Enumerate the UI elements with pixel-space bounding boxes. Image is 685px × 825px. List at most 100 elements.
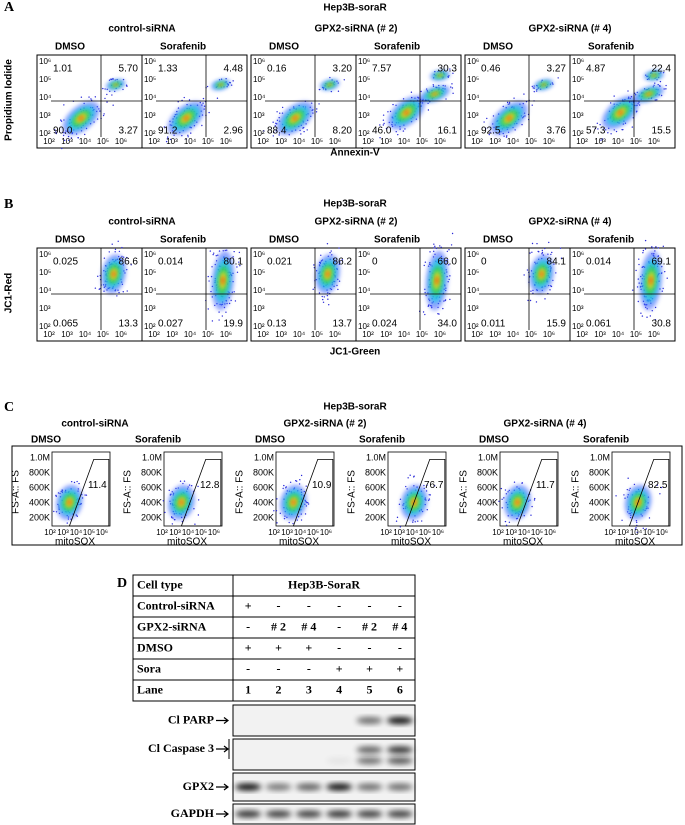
event-dot xyxy=(341,259,344,261)
event-dot xyxy=(597,128,599,130)
table-cell: Hep3B-SoraR xyxy=(288,577,360,591)
y-axis-label: FS-A:: FS xyxy=(11,470,22,514)
event-dot xyxy=(449,275,451,277)
event-dot xyxy=(285,486,287,488)
event-dot xyxy=(276,119,279,122)
event-dot xyxy=(541,249,544,252)
event-dot xyxy=(278,134,280,136)
table-cell: - xyxy=(337,598,341,612)
table-cell: + xyxy=(305,640,312,654)
y-axis-label: FS-A:: FS xyxy=(347,470,358,514)
band xyxy=(386,746,413,754)
event-dot xyxy=(304,513,307,515)
x-tick-label: 10³ xyxy=(617,528,629,537)
y-tick-label: 10³ xyxy=(253,111,265,120)
scatter xyxy=(631,239,668,321)
event-dot xyxy=(61,147,63,150)
event-dot xyxy=(103,113,105,115)
quadrant-value: 13.3 xyxy=(119,319,139,330)
event-dot xyxy=(657,83,659,86)
event-dot xyxy=(448,278,450,281)
gate-value: 76.7 xyxy=(424,480,444,491)
event-dot xyxy=(234,300,237,302)
quadrant-value: 5.70 xyxy=(119,64,139,75)
event-dot xyxy=(424,288,426,291)
quadrant-value: 1.33 xyxy=(158,64,178,75)
x-tick-label: 10⁵ xyxy=(419,528,431,537)
event-dot xyxy=(535,301,538,303)
event-dot xyxy=(615,130,618,133)
event-dot xyxy=(425,490,428,492)
event-dot xyxy=(323,296,325,298)
event-dot xyxy=(428,498,431,500)
band xyxy=(356,783,383,791)
event-dot xyxy=(445,98,447,100)
event-dot xyxy=(600,139,602,141)
condition-label: DMSO xyxy=(483,42,513,53)
event-dot xyxy=(94,96,97,98)
x-tick-label: 10³ xyxy=(166,137,178,146)
event-dot xyxy=(326,242,329,245)
event-dot xyxy=(122,88,124,91)
event-dot xyxy=(642,252,644,254)
event-dot xyxy=(654,82,656,84)
group-label: GPX2-siRNA (# 4) xyxy=(529,217,612,228)
event-dot xyxy=(88,96,90,98)
event-dot xyxy=(225,78,227,80)
x-tick-label: 10⁴ xyxy=(507,330,520,339)
event-dot xyxy=(604,129,607,131)
event-dot xyxy=(275,122,277,125)
quadrant-value: 0.13 xyxy=(267,319,287,330)
x-tick-label: 10⁵ xyxy=(643,528,655,537)
event-dot xyxy=(532,87,534,89)
y-tick-label: 10⁴ xyxy=(39,93,52,102)
event-dot xyxy=(279,512,282,515)
event-dot xyxy=(634,528,637,530)
x-tick-label: 10⁶ xyxy=(434,330,446,339)
arrow xyxy=(216,810,229,818)
x-tick-label: 10³ xyxy=(61,330,73,339)
quadrant-value: 4.48 xyxy=(224,64,244,75)
scatter xyxy=(54,77,128,150)
event-dot xyxy=(665,88,667,90)
quadrant-value: 0.16 xyxy=(267,64,287,75)
x-tick-label: 10⁴ xyxy=(184,330,197,339)
x-axis-label: mitoSOX xyxy=(391,537,431,548)
density xyxy=(183,115,189,121)
event-dot xyxy=(63,104,65,106)
scatter xyxy=(53,480,88,524)
event-dot xyxy=(442,307,444,310)
x-tick-label: 10² xyxy=(471,137,483,146)
quadrant-value: 0.061 xyxy=(586,319,611,330)
event-dot xyxy=(438,313,440,315)
event-dot xyxy=(230,299,232,302)
condition-label: DMSO xyxy=(483,235,513,246)
scatter xyxy=(523,241,563,303)
x-tick-label: 10⁶ xyxy=(96,528,108,537)
event-dot xyxy=(392,103,394,106)
band xyxy=(265,810,292,818)
event-dot xyxy=(70,480,73,483)
event-dot xyxy=(550,285,553,288)
event-dot xyxy=(80,96,83,98)
event-dot xyxy=(623,494,625,496)
x-tick-label: 10⁴ xyxy=(184,137,197,146)
event-dot xyxy=(383,122,385,125)
event-dot xyxy=(238,261,240,263)
event-dot xyxy=(433,247,435,249)
event-dot xyxy=(188,99,191,101)
y-tick-label: 200K xyxy=(477,512,498,522)
event-dot xyxy=(435,247,438,250)
event-dot xyxy=(182,482,184,485)
table-cell: - xyxy=(277,598,281,612)
event-dot xyxy=(302,126,305,129)
event-dot xyxy=(54,129,56,131)
quadrant-value: 91.2 xyxy=(158,126,178,137)
quadrant-value: 84.1 xyxy=(547,257,567,268)
band xyxy=(295,810,322,818)
event-dot xyxy=(427,102,429,105)
event-dot xyxy=(273,131,275,134)
event-dot xyxy=(666,277,668,279)
event-dot xyxy=(506,101,509,104)
event-dot xyxy=(654,318,657,321)
